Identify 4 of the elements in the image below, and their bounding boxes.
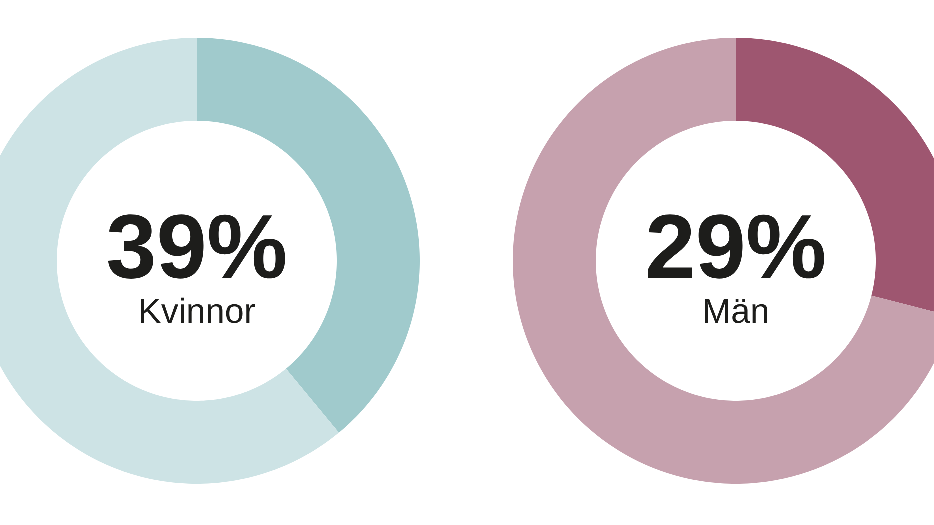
text: Män [705,299,768,324]
data-label: 39% [108,214,286,279]
data-label: 29% [648,214,824,279]
text: Kvinnor [141,298,256,324]
